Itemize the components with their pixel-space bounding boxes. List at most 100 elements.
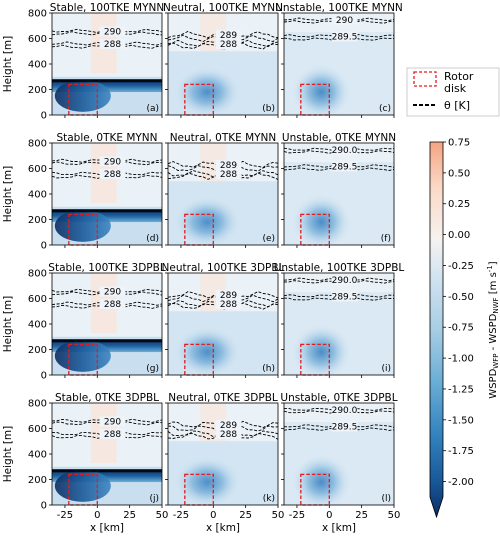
panel-10-ytick-label-0: 0	[41, 501, 47, 512]
panel-2-contour-label-bg-2	[215, 39, 242, 50]
panel-12-title: Unstable, 0TKE 3DPBL	[280, 392, 397, 404]
panel-11-theta-line-4	[168, 432, 278, 440]
panel-4-inversion	[52, 209, 162, 213]
panel-4-ytick-label-3: 600	[28, 164, 47, 175]
panel-5-letter: (e)	[262, 234, 275, 244]
panel-3-contour-label-2: 289.5	[332, 32, 358, 42]
panel-1-ytick-label-1: 200	[28, 85, 47, 96]
colorbar-tick-label-3: 0.00	[448, 230, 470, 241]
panel-12-wake-core	[291, 454, 352, 505]
legend-rotor-label-2: disk	[444, 82, 467, 95]
colorbar-tick-label-7: -1.00	[448, 354, 474, 365]
panel-11-theta-line-2	[168, 424, 278, 432]
panel-8-theta-line-1	[168, 291, 278, 299]
panel-10-xtick-label-3: 50	[156, 510, 169, 521]
colorbar-tick-label-0: 0.75	[448, 138, 470, 149]
panel-2-theta-line-4	[168, 42, 278, 50]
panel-7-inversion	[52, 339, 162, 343]
panel-3-contour-label-bg-2	[331, 31, 358, 42]
panel-7-contour-label-2: 288	[104, 300, 121, 310]
panel-5-contour-label-bg-1	[215, 160, 242, 171]
panel-6-contour-label-bg-2	[331, 161, 358, 172]
panel-7-letter: (g)	[146, 364, 159, 374]
panel-7-wake-core	[54, 339, 111, 372]
panel-2-title: Neutral, 100TKE MYNN	[163, 2, 283, 14]
panel-12-xtick-label-1: 0	[326, 510, 332, 521]
colorbar-tick-label-11: -2.00	[448, 477, 474, 488]
legend-frame	[406, 67, 500, 117]
panel-1-contour-label-2: 288	[104, 40, 121, 50]
panel-10-wake-core	[54, 469, 111, 502]
panel-11-xlabel: x [km]	[206, 522, 240, 534]
colorbar-label-unit: [m s	[488, 272, 499, 297]
panel-9-letter: (i)	[381, 364, 391, 374]
panel-6-contour-label-1: 290.0	[332, 146, 358, 156]
panel-11-letter: (k)	[263, 494, 275, 504]
panel-12-contour-label-1: 290.0	[332, 406, 358, 416]
panel-9-field: 290.0 289.5	[284, 273, 394, 375]
panel-2-letter: (b)	[262, 104, 275, 114]
panel-6-title: Unstable, 0TKE MYNN	[282, 132, 396, 144]
panel-2-theta-line-2	[168, 34, 278, 43]
panel-12: 290.0 289.5 Unstable, 0TKE 3DPBL (l) -25 0 25 5…	[280, 392, 400, 534]
panel-1-contour-label-bg-2	[99, 39, 126, 50]
panel-9-contour-label-1: 290.0	[332, 276, 358, 286]
panel-5-title: Neutral, 0TKE MYNN	[170, 132, 277, 144]
panel-1-ytick-label-3: 600	[28, 34, 47, 45]
panel-10-contour-label-2: 288	[104, 430, 121, 440]
panel-5-theta-line-1	[168, 160, 278, 169]
panel-4-ytick-label-2: 400	[28, 190, 47, 201]
panel-7-ylabel: Height [m]	[2, 296, 14, 352]
panel-11-contour-label-bg-1	[215, 420, 242, 431]
panel-5-contour-label-1: 289	[220, 161, 237, 171]
panel-7-ytick-label-4: 800	[28, 269, 47, 280]
panel-3-field: 290 289.5	[284, 13, 394, 115]
panel-9-title: Unstable, 100TKE 3DPBL	[274, 262, 405, 274]
panel-10-ytick-label-3: 600	[28, 424, 47, 435]
panel-4-contour-label-2: 288	[104, 170, 121, 180]
panel-11-xtick-label-2: 25	[239, 510, 252, 521]
panel-7-ytick-label-3: 600	[28, 294, 47, 305]
colorbar-tick-label-8: -1.25	[448, 384, 474, 395]
panel-10-title: Stable, 0TKE 3DPBL	[55, 392, 159, 404]
panel-9-wake-core	[291, 324, 352, 375]
panel-4-contour-label-bg-1	[99, 156, 126, 167]
panel-5-wake-core	[173, 196, 242, 245]
panel-10-inversion	[52, 469, 162, 473]
panel-3-wake-core	[291, 64, 352, 115]
panel-11-theta-line-1	[168, 420, 278, 429]
panel-5-contour-label-2: 288	[220, 170, 237, 180]
panel-6-contour-label-2: 289.5	[332, 162, 358, 172]
panel-7-contour-label-bg-1	[99, 286, 126, 297]
panel-12-contour-label-bg-2	[331, 421, 358, 432]
panel-1-ylabel: Height [m]	[2, 36, 14, 92]
panel-1-contour-label-1: 290	[104, 27, 121, 37]
panel-11-wake-core	[173, 456, 242, 505]
colorbar-label-close: ]	[488, 261, 499, 265]
colorbar-tick-label-10: -1.75	[448, 446, 474, 457]
panel-6-field: 290.0 289.5	[284, 143, 394, 245]
panel-2-theta-line-3	[168, 39, 278, 48]
panel-12-xlabel: x [km]	[322, 522, 356, 534]
panel-12-xtick-label-0: -25	[289, 510, 305, 521]
panel-8-contour-label-bg-1	[215, 290, 242, 301]
panel-2-wake-core	[173, 66, 242, 115]
panel-8-theta-line-2	[168, 294, 278, 303]
panel-4-ytick-label-0: 0	[41, 241, 47, 252]
panel-8-letter: (h)	[262, 364, 275, 374]
colorbar-tick-label-9: -1.50	[448, 415, 474, 426]
panel-10-ylabel: Height [m]	[2, 426, 14, 482]
panel-8-theta-line-3	[168, 299, 278, 308]
